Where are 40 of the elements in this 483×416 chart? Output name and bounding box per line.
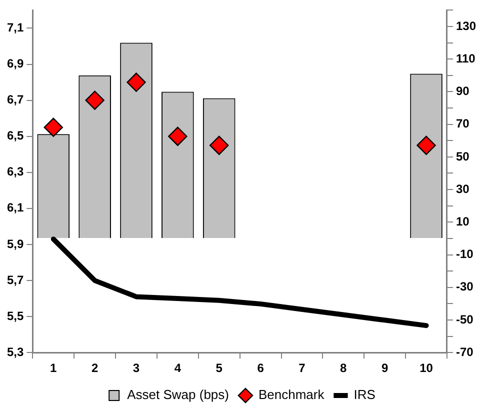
y2-tick-label: -70 xyxy=(456,344,474,359)
y2-tick-label: -30 xyxy=(456,280,474,294)
legend-label: Benchmark xyxy=(258,387,325,402)
y-tick-label: 6,5 xyxy=(6,128,24,143)
y-tick-label: 5,5 xyxy=(6,308,24,323)
y-tick-label: 6,3 xyxy=(6,164,24,179)
point xyxy=(44,118,63,137)
point xyxy=(85,90,104,110)
point xyxy=(126,72,146,92)
y-tick-label: 5,7 xyxy=(6,272,24,287)
y2-tick-label: 90 xyxy=(456,84,470,98)
y2-tick-label: 130 xyxy=(456,18,476,33)
y2-tick-label: -50 xyxy=(456,312,474,326)
y-tick-label: 6,9 xyxy=(6,56,24,71)
y2-tick-label: -10 xyxy=(456,247,474,262)
x-tick-label: 4 xyxy=(174,361,182,376)
y2-tick-label: 10 xyxy=(456,214,470,228)
x-tick-label: 1 xyxy=(50,361,58,376)
x-tick-label: 3 xyxy=(132,361,140,376)
y2-tick-label: 70 xyxy=(456,116,470,131)
y-tick-label: 7,1 xyxy=(6,20,24,35)
legend-label: IRS xyxy=(354,387,376,402)
x-tick-label: 10 xyxy=(420,361,434,376)
x-tick-label: 5 xyxy=(216,361,223,376)
y-tick-label: 5,9 xyxy=(6,236,24,251)
point xyxy=(210,136,229,155)
x-tick-label: 6 xyxy=(257,361,264,376)
point xyxy=(416,136,436,155)
x-tick-label: 7 xyxy=(298,361,306,376)
y2-tick-label: 110 xyxy=(456,51,476,66)
y-tick-label: 6,1 xyxy=(6,200,24,215)
y-tick-label: 5,3 xyxy=(6,344,24,359)
x-tick-label: 9 xyxy=(381,361,388,376)
legend-label: Asset Swap (bps) xyxy=(127,387,229,402)
y2-tick-label: 30 xyxy=(456,182,470,196)
point xyxy=(168,126,188,146)
y-tick-label: 6,7 xyxy=(6,92,24,107)
x-tick-label: 2 xyxy=(91,361,98,376)
x-tick-label: 8 xyxy=(340,361,348,376)
y2-tick-label: 50 xyxy=(456,149,470,164)
